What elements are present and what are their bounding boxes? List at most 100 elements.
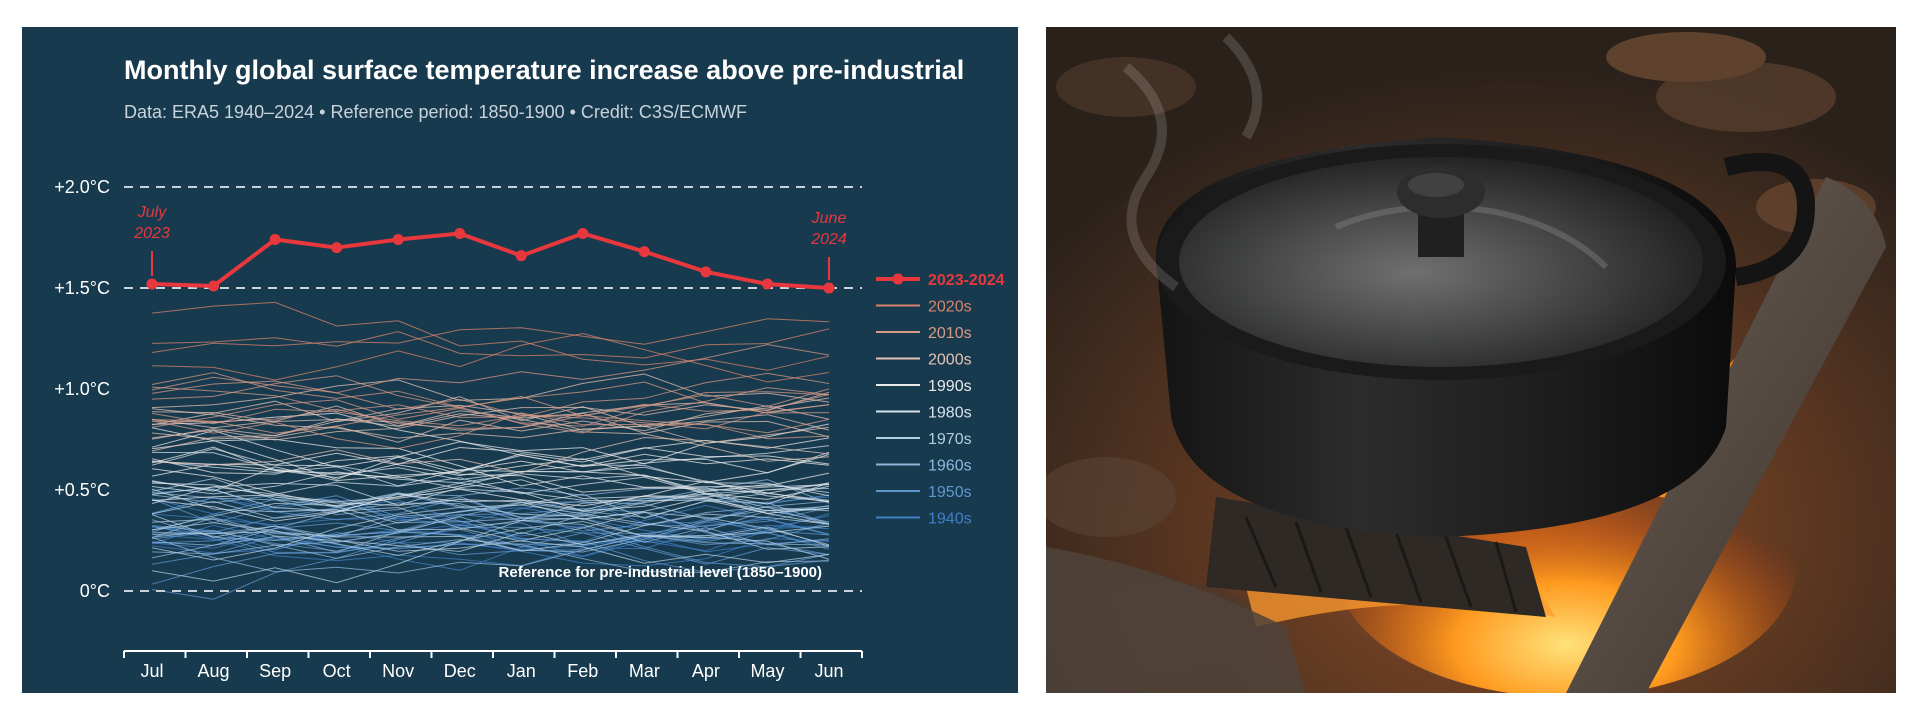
series-line-highlight [151, 231, 830, 290]
chart-title: Monthly global surface temperature incre… [124, 55, 964, 85]
series-line-2010s [151, 412, 830, 450]
legend-label: 1980s [928, 405, 972, 422]
series-line-1950s [151, 498, 830, 568]
highlight-point [515, 250, 527, 262]
stick-right [1566, 177, 1886, 693]
series-line-2000s [151, 396, 830, 431]
series-line-2010s [151, 372, 830, 414]
series-line-1970s [151, 492, 830, 531]
x-tick-label: Nov [382, 661, 414, 681]
legend-label: 1940s [928, 511, 972, 528]
series-line-2010s [151, 391, 830, 428]
series-line-1940s [151, 497, 830, 529]
legend-label: 2023-2024 [928, 272, 1005, 289]
series-line-2000s [151, 404, 830, 440]
start-annotation: 2023 [133, 225, 170, 242]
series-line-2010s [151, 372, 830, 418]
legend-label: 1950s [928, 484, 972, 501]
series-line-1990s [151, 452, 830, 483]
highlight-point [331, 242, 343, 254]
series-line-1940s [151, 513, 830, 571]
series-line-2010s [151, 393, 830, 429]
photo-panel [1046, 27, 1896, 693]
series-line-1990s [151, 446, 830, 479]
y-tick-label: +0.5°C [54, 480, 110, 500]
series-line-2000s [151, 373, 830, 409]
log-cracks [1244, 516, 1518, 613]
series-line-1960s [151, 500, 830, 553]
x-tick-label: Mar [629, 661, 660, 681]
series-line-1970s [151, 504, 830, 561]
highlight-point [208, 280, 220, 292]
legend-label: 2000s [928, 352, 972, 369]
legend-label: 2010s [928, 325, 972, 342]
x-tick-label: Dec [444, 661, 476, 681]
series-line-2000s [151, 391, 830, 441]
series-line-1990s [151, 468, 830, 507]
charred-log [1206, 497, 1546, 617]
series-line-2020s [151, 318, 830, 353]
y-tick-label: +1.5°C [54, 278, 110, 298]
series-line-2000s [151, 397, 830, 443]
series-line-1990s [151, 430, 830, 494]
chart-subtitle: Data: ERA5 1940–2024 • Reference period:… [124, 102, 747, 122]
x-tick-label: Sep [259, 661, 291, 681]
reference-label: Reference for pre-industrial level (1850… [499, 564, 822, 581]
pot-lid [1179, 157, 1703, 367]
highlight-point [146, 278, 158, 290]
highlight-point [577, 227, 589, 239]
highlight-point [761, 278, 773, 290]
end-annotation: 2024 [810, 231, 847, 248]
series-line-1950s [151, 522, 830, 585]
series-line-2000s [151, 405, 830, 438]
x-tick-label: May [750, 661, 784, 681]
chart-panel: Monthly global surface temperature incre… [22, 27, 1018, 693]
series-line-1990s [151, 438, 830, 488]
series-line-2000s [151, 436, 830, 474]
series-line-1980s [151, 479, 830, 512]
y-tick-label: 0°C [80, 581, 110, 601]
highlight-point [454, 227, 466, 239]
series-line-1970s [151, 513, 830, 552]
series-line-1990s [151, 412, 830, 474]
series-line-1950s [151, 525, 830, 565]
x-tick-label: Aug [198, 661, 230, 681]
legend-marker-highlight [892, 273, 904, 285]
series-line-1970s [151, 511, 830, 552]
series-line-2020s [151, 301, 830, 371]
start-annotation: July [137, 204, 167, 221]
y-tick-label: +2.0°C [54, 177, 110, 197]
x-tick-label: Oct [323, 661, 351, 681]
series-line-1960s [151, 500, 830, 538]
series-line-1970s [151, 520, 830, 556]
series-line-2020s [151, 328, 830, 359]
x-tick-label: Jun [814, 661, 843, 681]
series-line-1960s [151, 501, 830, 555]
highlight-point [638, 246, 650, 258]
series-line-1960s [151, 506, 830, 559]
highlight-point [700, 266, 712, 278]
legend-label: 1990s [928, 378, 972, 395]
series-line-1970s [151, 518, 830, 560]
series-line-2020s [151, 332, 830, 383]
highlight-point [823, 282, 835, 294]
end-annotation: June [811, 210, 847, 227]
x-tick-label: Feb [567, 661, 598, 681]
x-tick-label: Jan [507, 661, 536, 681]
steam [1122, 33, 1263, 292]
series-line-2010s [151, 404, 830, 430]
chart-svg: Monthly global surface temperature incre… [54, 55, 1005, 681]
series-line-1950s [151, 495, 830, 573]
stick-left [1046, 547, 1306, 693]
x-tick-label: Apr [692, 661, 720, 681]
series-line-1980s [151, 481, 830, 514]
series-line-1970s [151, 517, 830, 584]
highlight-point [269, 234, 281, 246]
x-tick-label: Jul [140, 661, 163, 681]
series-line-1960s [151, 479, 830, 542]
y-tick-label: +1.0°C [54, 379, 110, 399]
series-line-2010s [151, 343, 830, 394]
series-line-1970s [151, 488, 830, 531]
series-line-1960s [151, 534, 830, 574]
highlight-point [392, 234, 404, 246]
